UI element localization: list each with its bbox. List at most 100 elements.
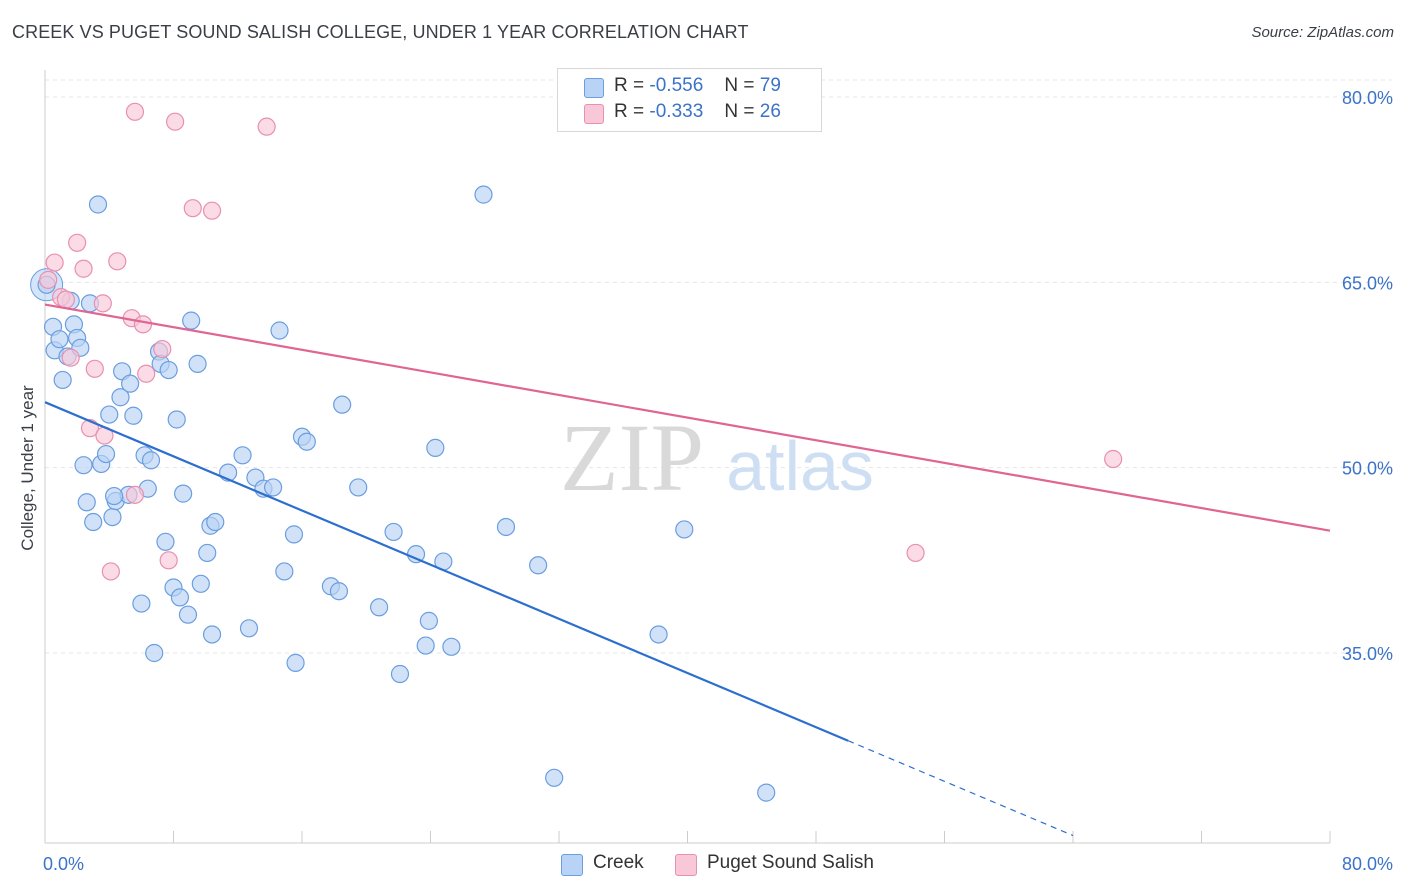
- salish-trend-line: [44, 303, 1331, 532]
- creek-point-3: [50, 330, 69, 349]
- salish-point-19: [183, 199, 202, 218]
- creek-point-11: [77, 493, 96, 512]
- creek-point-29: [145, 643, 164, 663]
- creek-point-37: [174, 484, 193, 503]
- watermark-atlas: atlas: [726, 427, 874, 505]
- n-label: N =: [724, 75, 755, 96]
- creek-legend-swatch: [561, 854, 583, 876]
- creek-point-63: [384, 522, 403, 542]
- y-tick-label-50: 50.0%: [1342, 459, 1393, 479]
- creek-point-66: [416, 636, 435, 655]
- creek-point-78: [104, 486, 124, 506]
- creek-point-14: [88, 195, 108, 214]
- salish-point-17: [159, 551, 178, 570]
- creek-swatch: [584, 78, 604, 98]
- creek-point-52: [270, 321, 289, 340]
- source-label: Source: ZipAtlas.com: [1251, 24, 1394, 41]
- salish-point-4: [61, 348, 80, 367]
- creek-point-59: [329, 582, 349, 601]
- y-tick-label-35: 35.0%: [1342, 644, 1393, 664]
- creek-point-62: [370, 598, 389, 617]
- creek-point-54: [284, 525, 304, 544]
- y-tick-label-65: 65.0%: [1342, 273, 1393, 293]
- creek-point-20: [111, 388, 130, 407]
- creek-legend-label: Creek: [593, 852, 644, 873]
- creek-point-68: [426, 438, 445, 457]
- creek-point-24: [124, 406, 143, 425]
- creek-point-57: [297, 432, 316, 451]
- salish-point-11: [108, 252, 127, 271]
- creek-point-41: [191, 574, 210, 593]
- salish-point-23: [125, 485, 145, 504]
- creek-point-17: [100, 405, 119, 424]
- salish-point-0: [39, 270, 58, 289]
- salish-point-22: [93, 294, 112, 313]
- creek-point-75: [649, 625, 668, 644]
- creek-point-48: [239, 619, 259, 638]
- legend-text-salish: R = -0.333 N = 26: [614, 101, 781, 123]
- creek-point-77: [757, 783, 776, 802]
- creek-point-55: [286, 653, 305, 672]
- salish-legend-label: Puget Sound Salish: [707, 852, 874, 873]
- salish-point-13: [125, 102, 145, 121]
- creek-point-16: [96, 444, 116, 464]
- creek-point-47: [233, 446, 252, 465]
- axes: [44, 70, 1331, 844]
- legend-text-creek: R = -0.556 N = 79: [614, 75, 781, 97]
- salish-point-25: [1104, 449, 1123, 469]
- r-label: R =: [614, 101, 645, 122]
- creek-point-70: [442, 637, 461, 656]
- creek-point-61: [349, 478, 368, 497]
- watermark: ZIP atlas: [560, 404, 874, 511]
- creek-point-71: [474, 185, 493, 204]
- creek-point-72: [496, 517, 516, 537]
- creek-point-42: [198, 543, 217, 563]
- n-label: N =: [724, 101, 755, 122]
- creek-point-38: [178, 605, 198, 624]
- creek-point-32: [156, 532, 175, 551]
- creek-point-40: [188, 354, 207, 373]
- creek-point-35: [167, 410, 186, 429]
- x-tick-label-0: 0.0%: [43, 854, 84, 874]
- creek-point-33: [159, 360, 178, 380]
- salish-point-1: [45, 253, 64, 272]
- salish-point-18: [166, 112, 185, 131]
- salish-point-14: [133, 315, 153, 334]
- salish-point-3: [56, 290, 75, 309]
- salish-point-5: [68, 233, 87, 252]
- chart-title: CREEK VS PUGET SOUND SALISH COLLEGE, UND…: [12, 22, 749, 42]
- salish-point-20: [202, 201, 222, 220]
- creek-trend-extension: [847, 740, 1074, 837]
- creek-point-18: [103, 507, 122, 527]
- creek-trend-line: [44, 401, 849, 742]
- r-label: R =: [614, 75, 645, 96]
- grid-lines: [45, 79, 1392, 654]
- salish-point-24: [906, 543, 925, 563]
- creek-point-44: [206, 512, 225, 532]
- creek-point-23: [121, 374, 140, 393]
- data-points: [30, 102, 1123, 802]
- creek-point-53: [275, 562, 294, 581]
- salish-point-8: [85, 359, 104, 378]
- correlation-legend: R = -0.556 N = 79 R = -0.333 N = 26: [557, 68, 822, 132]
- salish-point-16: [153, 339, 172, 359]
- creek-point-45: [202, 625, 222, 644]
- creek-point-67: [419, 611, 438, 630]
- creek-point-60: [333, 395, 352, 414]
- tick-labels: 80.0% 65.0% 50.0% 35.0% 0.0% 80.0%: [43, 88, 1393, 874]
- salish-point-6: [74, 259, 93, 278]
- creek-point-25: [132, 594, 151, 613]
- creek-point-73: [529, 556, 548, 575]
- salish-point-10: [101, 562, 120, 581]
- creek-point-28: [141, 451, 161, 470]
- creek-point-39: [182, 311, 201, 330]
- r-value-salish: -0.333: [649, 101, 704, 122]
- y-tick-label-80: 80.0%: [1342, 88, 1393, 108]
- creek-point-13: [84, 512, 103, 532]
- r-value-creek: -0.556: [649, 75, 704, 96]
- salish-legend-swatch: [675, 854, 697, 876]
- creek-point-51: [263, 478, 283, 497]
- creek-point-76: [675, 520, 694, 539]
- n-value-creek: 79: [759, 75, 781, 96]
